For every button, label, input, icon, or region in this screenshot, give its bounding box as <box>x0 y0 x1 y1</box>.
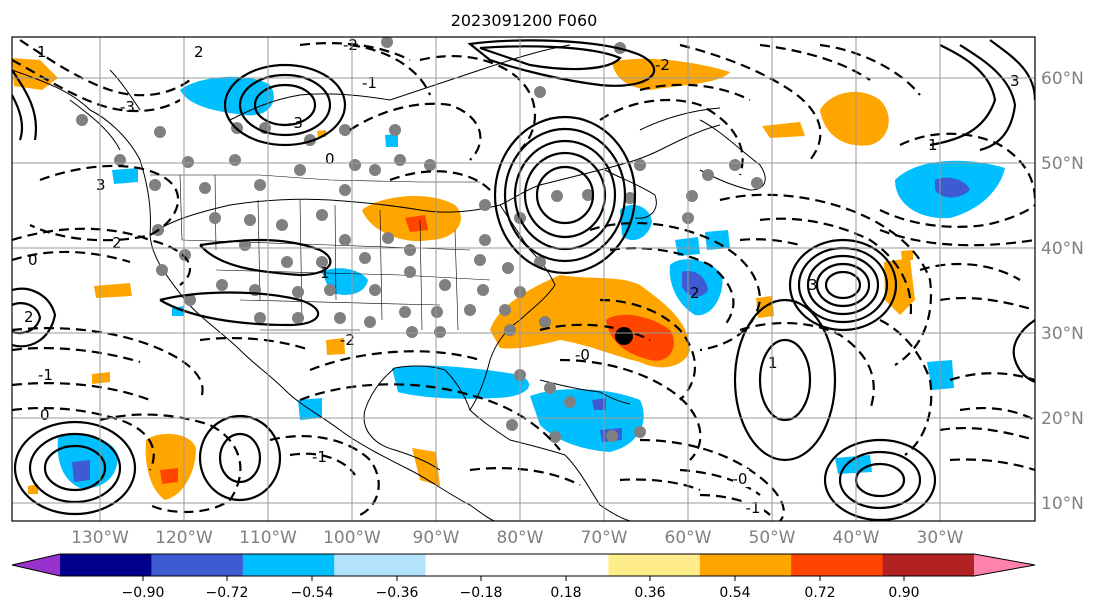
colorbar-extend-max <box>974 554 1035 576</box>
lat-label: 40°N <box>1041 239 1084 259</box>
contour-label: -2 <box>340 331 355 349</box>
colorbar-tick-label: 0.54 <box>719 585 750 601</box>
colorbar-block <box>425 554 518 576</box>
colorbar-tick-label: 0.18 <box>550 585 581 601</box>
lon-label: 40°W <box>833 528 880 548</box>
contour-label: -2 <box>343 36 358 54</box>
contour-label: 1 <box>768 354 778 372</box>
lat-label: 20°N <box>1041 409 1084 429</box>
lat-label: 60°N <box>1041 69 1084 89</box>
contour-label: 3 <box>808 276 818 294</box>
contour-label: -1 <box>312 448 327 466</box>
colorbar-blocks <box>12 554 1035 576</box>
colorbar-block <box>517 554 609 576</box>
graticule <box>12 37 1035 521</box>
coastlines <box>12 44 766 521</box>
lon-label: 130°W <box>71 528 129 548</box>
lat-label: 50°N <box>1041 154 1084 174</box>
contour-label: 0 <box>325 150 335 168</box>
contour-label: 1 <box>37 43 47 61</box>
negative-contours <box>12 39 1035 521</box>
contour-label: -3 <box>288 114 303 132</box>
colorbar-tick-label: −0.36 <box>376 585 419 601</box>
colorbar-block <box>882 554 975 576</box>
colorbar-block <box>334 554 427 576</box>
colorbar-block <box>791 554 884 576</box>
longitude-labels: 130°W 120°W 110°W 100°W 90°W 80°W 70°W 6… <box>71 528 964 548</box>
colorbar-ticks <box>142 576 905 581</box>
storm-center-marker <box>615 327 633 345</box>
colorbar-tick-label: 0.72 <box>804 585 835 601</box>
map-panel: -0 -1 1 2 -2 -1 -3 -3 0 3 2 0 2 -1 0 1 -… <box>11 36 1036 522</box>
colorbar-tick-label: −0.18 <box>460 585 503 601</box>
contour-label: 1 <box>928 136 938 154</box>
colorbar-extend-min <box>12 554 60 576</box>
contour-label: -1 <box>362 74 377 92</box>
contour-label: -0 <box>575 346 590 364</box>
lon-label: 30°W <box>917 528 964 548</box>
contour-label: 2 <box>24 308 34 326</box>
colorbar-outline <box>11 553 1036 577</box>
lat-label: 10°N <box>1041 494 1084 514</box>
contour-label: -0 <box>733 470 748 488</box>
lat-label: 30°N <box>1041 324 1084 344</box>
lon-label: 80°W <box>497 528 544 548</box>
contour-label: 0 <box>40 406 50 424</box>
colorbar-block <box>242 554 335 576</box>
lon-label: 70°W <box>581 528 628 548</box>
colorbar-block <box>699 554 792 576</box>
lon-label: 90°W <box>413 528 460 548</box>
map-frame <box>11 36 1036 522</box>
contour-label: 3 <box>96 176 106 194</box>
colorbar: −0.90 −0.72 −0.54 −0.36 −0.18 0.18 0.36 … <box>11 553 1036 601</box>
colorbar-block <box>60 554 152 576</box>
lon-label: 60°W <box>665 528 712 548</box>
lon-label: 120°W <box>155 528 213 548</box>
colorbar-tick-label: 0.90 <box>888 585 919 601</box>
colorbar-tick-label: 0.36 <box>634 585 665 601</box>
colorbar-tick-label: −0.72 <box>206 585 249 601</box>
colorbar-tick-label: −0.54 <box>291 585 334 601</box>
colorbar-block <box>151 554 244 576</box>
positive-contours <box>12 39 1035 521</box>
contour-label: -2 <box>655 56 670 74</box>
negative-shading <box>57 76 1005 489</box>
latitude-labels: 60°N 50°N 40°N 30°N 20°N 10°N <box>1041 69 1084 514</box>
contour-label: -1 <box>746 499 761 517</box>
lon-label: 110°W <box>239 528 297 548</box>
colorbar-tick-label: −0.90 <box>122 585 165 601</box>
map-title: 2023091200 F060 <box>451 11 598 30</box>
contour-label: 0 <box>28 251 38 269</box>
contour-label: 2 <box>690 284 700 302</box>
contour-label: 1 <box>320 264 330 282</box>
contour-label: -3 <box>120 98 135 116</box>
contour-labels: -0 -1 1 2 -2 -1 -3 -3 0 3 2 0 2 -1 0 1 -… <box>24 36 1020 517</box>
contour-label: 2 <box>112 234 122 252</box>
contour-label: 3 <box>1010 72 1020 90</box>
contour-label: 2 <box>194 43 204 61</box>
contour-label: -1 <box>38 366 53 384</box>
colorbar-block <box>608 554 701 576</box>
lon-label: 50°W <box>749 528 796 548</box>
lon-label: 100°W <box>323 528 381 548</box>
